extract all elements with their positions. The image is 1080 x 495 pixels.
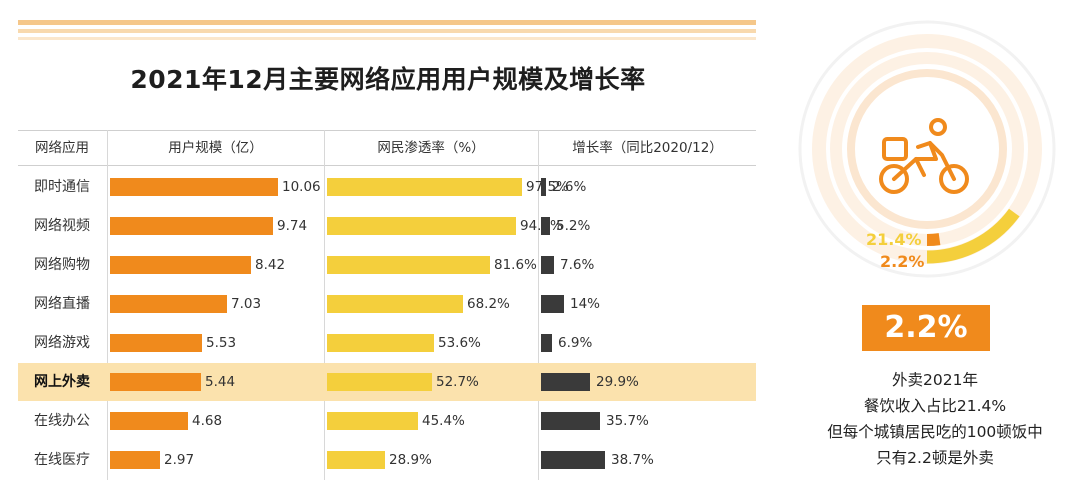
growth-value: 29.9% — [596, 374, 639, 390]
users-bar — [110, 412, 188, 430]
column-separator — [107, 130, 108, 480]
growth-value: 38.7% — [611, 452, 654, 468]
penetration-bar — [327, 217, 516, 235]
row-app-name: 网上外卖 — [34, 374, 90, 390]
share-arc-21-4 — [926, 208, 1020, 264]
penetration-value: 45.4% — [422, 413, 465, 429]
users-value: 9.74 — [277, 218, 308, 234]
penetration-bar — [327, 178, 522, 196]
stripe — [18, 37, 756, 40]
column-separator — [538, 130, 539, 480]
data-table: 网络应用 用户规模（亿） 网民渗透率（%） 增长率（同比2020/12） 即时通… — [18, 130, 756, 480]
penetration-bar — [327, 451, 385, 469]
header-penetration: 网民渗透率（%） — [377, 140, 485, 156]
header-growth: 增长率（同比2020/12） — [572, 140, 723, 156]
users-value: 10.06 — [282, 179, 321, 195]
row-app-name: 在线医疗 — [34, 452, 90, 468]
users-value: 7.03 — [231, 296, 262, 312]
column-separator — [324, 130, 325, 480]
users-value: 5.53 — [206, 335, 237, 351]
ring-track — [830, 52, 1024, 246]
delivery-rider-icon — [879, 118, 969, 194]
penetration-bar — [327, 334, 434, 352]
growth-bar — [541, 412, 600, 430]
decorative-stripes — [18, 20, 756, 42]
inner-share-label: 2.2% — [880, 252, 925, 271]
header-app: 网络应用 — [35, 140, 89, 156]
row-app-name: 即时通信 — [34, 179, 90, 195]
chart-title: 2021年12月主要网络应用用户规模及增长率 — [130, 65, 646, 94]
users-bar — [110, 295, 227, 313]
growth-bar — [541, 373, 590, 391]
row-app-name: 网络视频 — [34, 218, 90, 234]
penetration-value: 53.6% — [438, 335, 481, 351]
description-line: 只有2.2顿是外卖 — [876, 449, 994, 467]
growth-value: 2.6% — [552, 179, 587, 195]
growth-value: 14% — [570, 296, 601, 312]
penetration-bar — [327, 412, 418, 430]
ring-track — [847, 69, 1007, 229]
table-row: 即时通信 10.06 97.5% 2.6% — [18, 168, 756, 206]
penetration-bar — [327, 295, 463, 313]
users-value: 4.68 — [192, 413, 223, 429]
table-row: 在线医疗 2.97 28.9% 38.7% — [18, 441, 756, 479]
row-app-name: 网络购物 — [34, 257, 90, 273]
table-row: 网络直播 7.03 68.2% 14% — [18, 285, 756, 323]
users-value: 8.42 — [255, 257, 286, 273]
growth-bar — [541, 295, 564, 313]
users-bar — [110, 373, 201, 391]
highlight-badge: 2.2% — [862, 305, 990, 351]
growth-bar — [541, 217, 550, 235]
users-bar — [110, 451, 160, 469]
users-bar — [110, 217, 273, 235]
growth-bar — [541, 178, 546, 196]
penetration-bar — [327, 373, 432, 391]
users-bar — [110, 256, 251, 274]
users-bar — [110, 334, 202, 352]
row-app-name: 网络直播 — [34, 296, 90, 312]
outer-ring — [798, 20, 1056, 278]
penetration-value: 52.7% — [436, 374, 479, 390]
row-app-name: 在线办公 — [34, 413, 90, 429]
row-app-name: 网络游戏 — [34, 335, 90, 351]
penetration-value: 28.9% — [389, 452, 432, 468]
penetration-value: 97.5% — [526, 179, 569, 195]
stripe — [18, 29, 756, 33]
penetration-bar — [327, 256, 490, 274]
growth-value: 5.2% — [556, 218, 591, 234]
description-line: 外卖2021年 — [892, 371, 978, 389]
table-row: 网络游戏 5.53 53.6% 6.9% — [18, 324, 756, 362]
description-line: 但每个城镇居民吃的100顿饭中 — [827, 423, 1043, 441]
growth-bar — [541, 256, 554, 274]
users-value: 5.44 — [205, 374, 236, 390]
growth-value: 6.9% — [558, 335, 593, 351]
penetration-value: 81.6% — [494, 257, 537, 273]
share-arc-2-2 — [926, 233, 941, 246]
growth-value: 7.6% — [560, 257, 595, 273]
penetration-value: 68.2% — [467, 296, 510, 312]
growth-bar — [541, 451, 605, 469]
table-row: 网络购物 8.42 81.6% 7.6% — [18, 246, 756, 284]
growth-value: 35.7% — [606, 413, 649, 429]
table-row: 网上外卖 5.44 52.7% 29.9% — [18, 363, 756, 401]
stripe — [18, 20, 756, 25]
outer-share-label: 21.4% — [866, 230, 922, 249]
donut-chart: 21.4% 2.2% — [790, 12, 1065, 287]
description-line: 餐饮收入占比21.4% — [863, 397, 1007, 415]
growth-bar — [541, 334, 552, 352]
table-header: 网络应用 用户规模（亿） 网民渗透率（%） 增长率（同比2020/12） — [18, 130, 756, 166]
table-row: 在线办公 4.68 45.4% 35.7% — [18, 402, 756, 440]
header-users: 用户规模（亿） — [168, 140, 263, 156]
users-value: 2.97 — [164, 452, 195, 468]
donut-svg — [798, 20, 1056, 278]
users-bar — [110, 178, 278, 196]
